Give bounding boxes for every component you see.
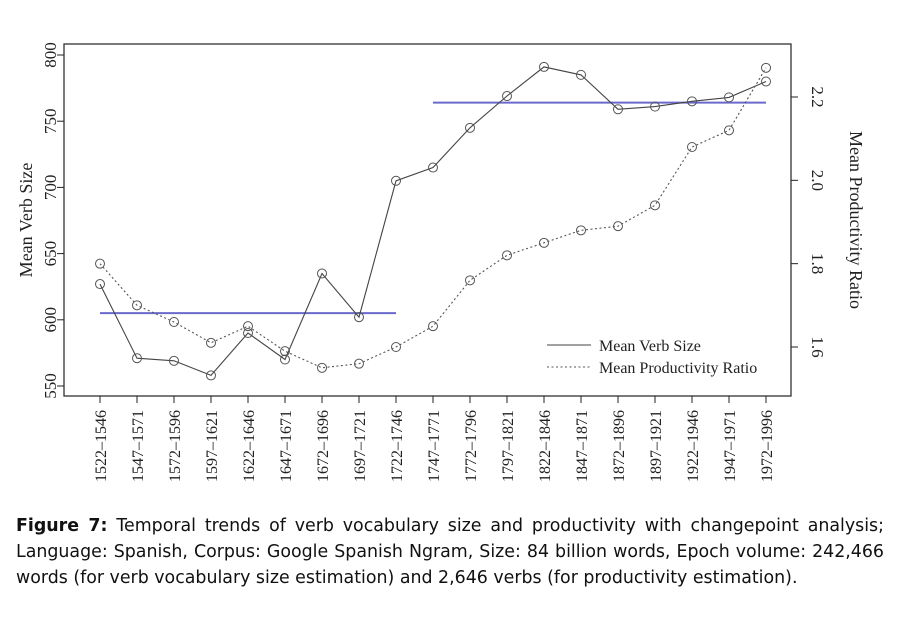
x-tick-label-16: 1922–1946 (685, 410, 702, 482)
x-tick-label-0: 1522–1546 (93, 410, 110, 482)
series-0-point-17 (724, 92, 734, 103)
series-0-point-1 (132, 353, 142, 364)
y-tick-label-left-5: 800 (41, 42, 60, 68)
series-1-point-1 (132, 300, 142, 311)
y-tick-label-right-3: 2.2 (808, 86, 827, 107)
y-tick-label-left-2: 650 (41, 241, 60, 267)
series-0-point-8 (391, 175, 401, 186)
series-0-point-10 (465, 122, 475, 133)
series-1-point-17 (724, 125, 734, 136)
caption-label: Figure 7: (16, 516, 108, 536)
series-1-point-15 (650, 200, 660, 211)
x-tick-label-13: 1847–1871 (574, 410, 591, 482)
x-tick-label-18: 1972–1996 (759, 410, 776, 482)
y-tick-label-right-2: 2.0 (808, 170, 827, 191)
x-tick-label-9: 1747–1771 (426, 410, 443, 482)
series-0-point-16 (687, 96, 697, 107)
x-tick-label-6: 1672–1696 (315, 410, 332, 482)
series-0-point-11 (502, 91, 512, 102)
series-1-point-7 (354, 358, 364, 369)
x-tick-label-14: 1872–1896 (611, 410, 628, 482)
x-tick-label-12: 1822–1846 (537, 410, 554, 482)
chart: 550 600 650 700 750 800 Mean Verb Size 1.6 1.8 2.… (16, 42, 866, 482)
series-1-point-10 (465, 275, 475, 286)
y-axis-label-right: Mean Productivity Ratio (846, 131, 866, 309)
x-tick-label-10: 1772–1796 (463, 410, 480, 482)
series-0-point-5 (280, 354, 290, 365)
y-tick-label-left-4: 750 (41, 108, 60, 134)
x-tick-label-7: 1697–1721 (352, 410, 369, 482)
series-1-point-3 (206, 337, 216, 348)
series-0-point-3 (206, 370, 216, 381)
series-0-point-12 (539, 61, 549, 72)
y-tick-label-left-3: 700 (41, 175, 60, 201)
series-0-point-4 (243, 328, 253, 339)
x-tick-label-4: 1622–1646 (241, 410, 258, 482)
x-tick-label-3: 1597–1621 (204, 410, 221, 482)
series-1-point-18 (761, 62, 771, 73)
series-1-point-16 (687, 142, 697, 152)
series-1-point-4 (243, 321, 253, 332)
series-1-point-11 (502, 250, 512, 261)
series-0-point-7 (354, 312, 364, 323)
series-0-point-13 (576, 69, 586, 80)
series-1-point-8 (391, 342, 401, 352)
series-1-point-0 (95, 258, 105, 269)
series-1-point-6 (317, 362, 327, 373)
series-0-point-0 (95, 279, 105, 290)
series-1-point-5 (280, 346, 290, 357)
series-0-point-9 (428, 162, 438, 173)
series-1-point-13 (576, 225, 586, 236)
caption-text: Temporal trends of verb vocabulary size … (16, 516, 884, 588)
x-tick-label-17: 1947–1971 (722, 410, 739, 482)
series-0-point-2 (169, 355, 179, 366)
series-1-point-14 (613, 221, 623, 232)
legend-label-0: Mean Verb Size (599, 338, 701, 355)
y-tick-label-left-1: 600 (41, 307, 60, 333)
y-tick-label-right-1: 1.8 (808, 253, 827, 274)
y-axis-label-left: Mean Verb Size (16, 163, 36, 278)
series-1-point-2 (169, 317, 179, 327)
x-tick-label-15: 1897–1921 (648, 410, 665, 482)
x-tick-label-8: 1722–1746 (389, 410, 406, 482)
y-tick-label-right-0: 1.6 (808, 336, 827, 357)
series-0-point-14 (613, 104, 623, 115)
x-tick-label-5: 1647–1671 (278, 410, 295, 482)
x-tick-label-11: 1797–1821 (500, 410, 517, 482)
series-line-1 (99, 67, 767, 369)
figure-caption: Figure 7: Temporal trends of verb vocabu… (16, 513, 884, 591)
x-tick-label-2: 1572–1596 (167, 410, 184, 482)
series-1-point-12 (539, 237, 549, 248)
series-0-point-15 (650, 101, 660, 112)
series-line-0 (99, 66, 767, 377)
series-0-point-18 (761, 76, 771, 87)
y-tick-label-left-0: 550 (41, 373, 60, 399)
legend-label-1: Mean Productivity Ratio (599, 360, 757, 377)
series-0-point-6 (317, 268, 327, 279)
x-tick-label-1: 1547–1571 (130, 410, 147, 482)
series-1-point-9 (428, 321, 438, 332)
